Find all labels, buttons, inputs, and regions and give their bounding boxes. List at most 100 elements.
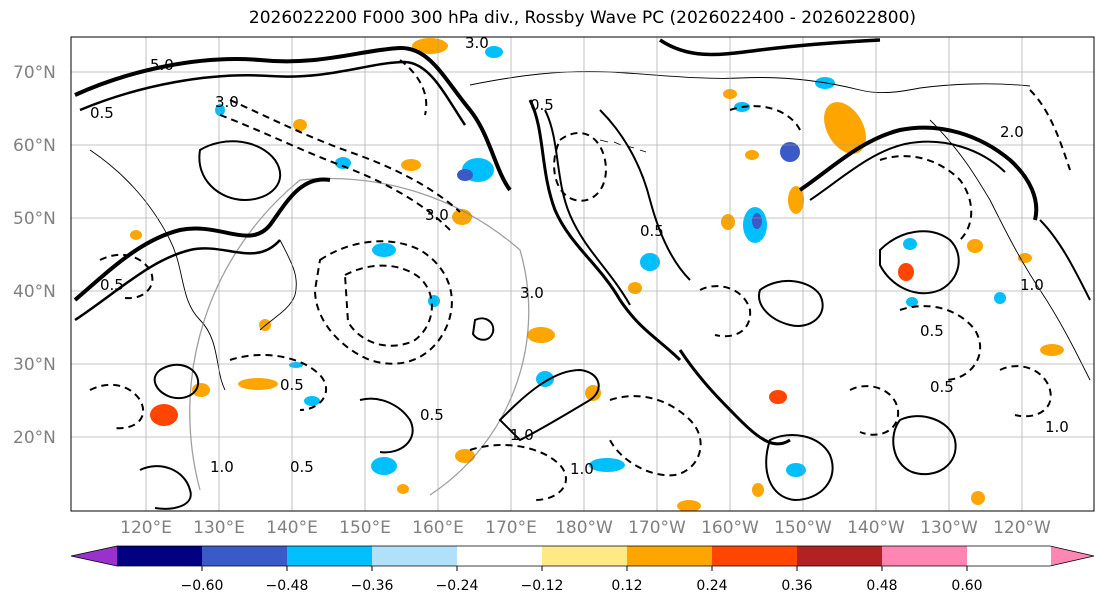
- lat-label: 50°N: [13, 209, 56, 229]
- map-area: 5.0 3.0 0.5 3.0 0.5 1.0 2.0 0.5 1.0 3.0 …: [71, 34, 1094, 511]
- lon-label: 130°W: [920, 518, 978, 538]
- lon-label: 170°E: [485, 518, 537, 538]
- shade-blob: [536, 371, 554, 387]
- colorbar-tick-label: −0.12: [521, 578, 564, 594]
- shade-blob: [452, 209, 472, 225]
- colorbar-bin: [457, 546, 543, 566]
- colorbar-tick-label: −0.36: [351, 578, 394, 594]
- contour-label: 3.0: [520, 284, 544, 302]
- shade-blob: [971, 491, 985, 505]
- colorbar-tick-label: −0.24: [436, 578, 479, 594]
- contour-dashed: [879, 155, 973, 241]
- lon-label: 120°W: [993, 518, 1051, 538]
- contour-label: 0.5: [920, 322, 944, 340]
- shade-blob: [485, 46, 503, 58]
- shade-blob: [906, 297, 918, 307]
- contour-dashed: [99, 253, 154, 300]
- contour-label: 1.0: [510, 426, 534, 444]
- contour-dashed: [849, 385, 900, 436]
- shade-blob: [786, 463, 806, 477]
- shade-blob: [903, 238, 917, 250]
- contour-label: 2.0: [1000, 123, 1024, 141]
- lon-labels: 120°E 130°E 140°E 150°E 160°E 170°E 180°…: [120, 518, 1051, 538]
- colorbar-bin: [797, 546, 883, 566]
- contour-solid: [528, 99, 682, 362]
- colorbar-bin: [542, 546, 628, 566]
- contour-dashed: [553, 131, 607, 202]
- dashed-contours: [89, 59, 1071, 501]
- contour-solid: [74, 239, 281, 322]
- shade-blob: [745, 150, 759, 160]
- lon-label: 130°E: [193, 518, 245, 538]
- contour-solid: [798, 125, 1039, 221]
- lon-label: 160°W: [701, 518, 759, 538]
- contour-label: 3.0: [465, 34, 489, 52]
- contour-label: 0.5: [280, 376, 304, 394]
- shade-blob: [585, 385, 601, 401]
- contour-solid: [73, 177, 331, 302]
- shade-blob: [1040, 344, 1064, 356]
- shade-blob: [780, 142, 800, 162]
- shade-blob: [628, 282, 642, 294]
- shade-blob: [304, 396, 320, 406]
- solid-contours: [73, 38, 1091, 510]
- colorbar-tick-label: 0.60: [951, 578, 982, 594]
- contour-label: 0.5: [640, 222, 664, 240]
- contour-label: 0.5: [90, 104, 114, 122]
- lon-label: 150°E: [339, 518, 391, 538]
- map-background: [71, 37, 1094, 511]
- contour-solid: [544, 109, 631, 306]
- shade-blob: [898, 263, 914, 281]
- lon-label: 150°W: [774, 518, 832, 538]
- colorbar-right-extend: [1050, 546, 1094, 566]
- shade-blob: [788, 186, 804, 214]
- lon-label: 170°W: [628, 518, 686, 538]
- shade-blob: [293, 119, 307, 131]
- contour-labels: 5.0 3.0 0.5 3.0 0.5 1.0 2.0 0.5 1.0 3.0 …: [90, 34, 1069, 478]
- shade-blob: [677, 500, 701, 511]
- colorbar-tick-label: −0.60: [181, 578, 224, 594]
- contour-solid: [498, 368, 600, 442]
- colorbar-tick-label: −0.48: [266, 578, 309, 594]
- colorbar-bin: [627, 546, 713, 566]
- colorbar-bin: [287, 546, 373, 566]
- shade-blob: [457, 169, 473, 181]
- contour-dashed: [313, 240, 453, 365]
- colorbar-bin: [202, 546, 288, 566]
- contour-dashed: [699, 285, 752, 338]
- colorbar-tick-label: 0.48: [866, 578, 897, 594]
- contour-solid: [471, 317, 495, 341]
- contour-solid: [153, 363, 200, 400]
- shade-blob: [150, 404, 178, 426]
- contour-label: 1.0: [570, 460, 594, 478]
- contour-dashed: [219, 114, 451, 231]
- contour-solid: [79, 60, 467, 126]
- lon-label: 120°E: [120, 518, 172, 538]
- shade-blob: [721, 214, 735, 230]
- colorbar-tick-label: 0.24: [696, 578, 727, 594]
- contour-label: 1.0: [1045, 418, 1069, 436]
- coastline-japan: [259, 239, 297, 331]
- contour-dashed: [469, 444, 567, 501]
- shade-blob: [401, 159, 421, 171]
- graticule: [71, 37, 1094, 511]
- contour-solid: [359, 397, 414, 454]
- shade-blob: [455, 449, 475, 463]
- lon-label: 140°W: [847, 518, 905, 538]
- lat-label: 20°N: [13, 428, 56, 448]
- contour-label: 5.0: [150, 56, 174, 74]
- contour-label: 0.5: [530, 96, 554, 114]
- lon-label: 180°W: [555, 518, 613, 538]
- shade-blob: [335, 157, 351, 169]
- colorbar-bin: [372, 546, 458, 566]
- contour-solid: [765, 434, 834, 502]
- colorbar-bin: [117, 546, 203, 566]
- contour-dashed: [399, 59, 428, 116]
- shade-blob: [752, 213, 762, 229]
- shade-blob: [824, 102, 866, 154]
- contour-dashed: [89, 383, 145, 430]
- map-frame: [70, 36, 1095, 512]
- contour-solid: [198, 140, 282, 202]
- map-title: 2026022200 F000 300 hPa div., Rossby Wav…: [248, 8, 917, 28]
